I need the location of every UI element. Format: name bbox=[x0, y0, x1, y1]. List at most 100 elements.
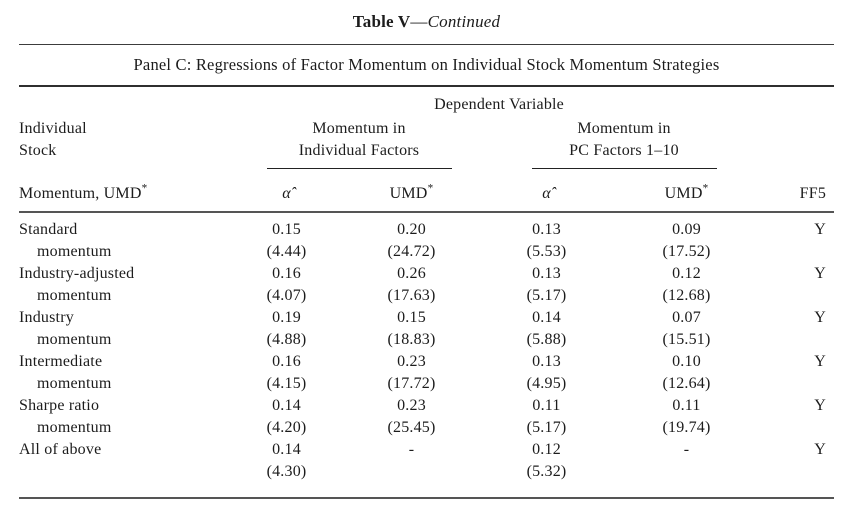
ff5-flag: Y bbox=[814, 221, 827, 238]
t-statistic: (5.17) bbox=[526, 287, 567, 304]
t-statistic bbox=[609, 461, 764, 483]
row-label: All of above bbox=[19, 441, 102, 458]
umd-text: UMD bbox=[389, 185, 428, 202]
coefficient: 0.15 bbox=[272, 221, 301, 238]
cell-umd-individual: 0.26 (17.63) bbox=[339, 263, 484, 307]
stub-line-2: Stock bbox=[19, 142, 57, 159]
stub-asterisk: * bbox=[141, 182, 148, 195]
t-statistic: (4.20) bbox=[266, 419, 307, 436]
coefficient: - bbox=[683, 441, 690, 458]
row-label-continuation: momentum bbox=[37, 375, 112, 392]
row-label: Industry bbox=[19, 309, 74, 326]
group-1-line-1: Momentum in bbox=[312, 120, 406, 137]
dependent-variable-label: Dependent Variable bbox=[434, 96, 564, 113]
row-label: Sharpe ratio bbox=[19, 397, 100, 414]
table-body: Standard momentum 0.15 (4.44) 0.20 (24.72)… bbox=[19, 212, 834, 498]
cell-ff5: Y bbox=[764, 307, 834, 351]
t-statistic: (4.07) bbox=[266, 287, 307, 304]
panel-c-table: Dependent Variable Individual Stock Mome… bbox=[19, 87, 835, 499]
coefficient: 0.13 bbox=[532, 221, 561, 238]
table-title: Table V—Continued bbox=[19, 0, 834, 32]
coefficient: 0.10 bbox=[672, 353, 701, 370]
subheader-row: Momentum, UMD* α̂ UMD* α̂ UMD* FF5 bbox=[19, 169, 835, 213]
group-individual-factors-label: Momentum in Individual Factors bbox=[266, 118, 452, 169]
cell-alpha-pc: 0.13 (5.53) bbox=[484, 212, 609, 263]
title-continued: Continued bbox=[427, 12, 501, 31]
t-statistic: (12.64) bbox=[662, 375, 711, 392]
cell-alpha-pc: 0.14 (5.88) bbox=[484, 307, 609, 351]
table-header: Dependent Variable Individual Stock Mome… bbox=[19, 87, 835, 213]
cell-ff5: Y bbox=[764, 395, 834, 439]
empty-cell bbox=[764, 116, 834, 169]
t-statistic: (4.30) bbox=[266, 463, 307, 480]
cell-umd-individual: - bbox=[339, 439, 484, 498]
empty-cell bbox=[19, 87, 234, 116]
coefficient: 0.13 bbox=[532, 265, 561, 282]
t-statistic: (5.88) bbox=[526, 331, 567, 348]
row-label-cell: All of above bbox=[19, 439, 234, 498]
row-label-continuation bbox=[19, 461, 234, 483]
row-label-continuation: momentum bbox=[37, 243, 112, 260]
row-label-cell: Standard momentum bbox=[19, 212, 234, 263]
t-statistic: (4.15) bbox=[266, 375, 307, 392]
row-label: Industry-adjusted bbox=[19, 265, 135, 282]
title-dash: — bbox=[410, 12, 428, 31]
coefficient: 0.20 bbox=[397, 221, 426, 238]
table-row: Intermediate momentum 0.16 (4.15) 0.23 (17… bbox=[19, 351, 834, 395]
cell-alpha-pc: 0.11 (5.17) bbox=[484, 395, 609, 439]
t-statistic bbox=[339, 461, 484, 483]
group-1-line-2: Individual Factors bbox=[298, 142, 420, 159]
cell-umd-individual: 0.20 (24.72) bbox=[339, 212, 484, 263]
column-header-ff5: FF5 bbox=[764, 169, 835, 213]
cell-ff5: Y bbox=[764, 212, 834, 263]
coefficient: 0.11 bbox=[672, 397, 701, 414]
cell-alpha-individual: 0.14 (4.20) bbox=[234, 395, 339, 439]
cell-umd-pc: 0.12 (12.68) bbox=[609, 263, 764, 307]
coefficient: 0.26 bbox=[397, 265, 426, 282]
t-statistic: (19.74) bbox=[662, 419, 711, 436]
t-statistic: (4.88) bbox=[266, 331, 307, 348]
coefficient: 0.19 bbox=[272, 309, 301, 326]
coefficient: - bbox=[408, 441, 415, 458]
table-number: Table V bbox=[352, 12, 411, 31]
table-row: Sharpe ratio momentum 0.14 (4.20) 0.23 (25… bbox=[19, 395, 834, 439]
divider-panel bbox=[19, 85, 834, 87]
cell-umd-pc: - bbox=[609, 439, 764, 498]
group-2-line-1: Momentum in bbox=[577, 120, 671, 137]
cell-umd-individual: 0.23 (25.45) bbox=[339, 395, 484, 439]
row-label-cell: Intermediate momentum bbox=[19, 351, 234, 395]
table-content: Table V—Continued Panel C: Regressions o… bbox=[19, 0, 835, 499]
cell-alpha-pc: 0.13 (4.95) bbox=[484, 351, 609, 395]
coefficient: 0.12 bbox=[532, 441, 561, 458]
cell-ff5: Y bbox=[764, 263, 834, 307]
stub-momentum-umd-text: Momentum, UMD bbox=[19, 185, 142, 202]
row-label-continuation: momentum bbox=[37, 419, 112, 436]
stub-momentum-umd: Momentum, UMD* bbox=[19, 169, 234, 213]
t-statistic: (25.45) bbox=[387, 419, 436, 436]
t-statistic: (17.72) bbox=[387, 375, 436, 392]
row-label-continuation: momentum bbox=[37, 287, 112, 304]
umd-asterisk: * bbox=[427, 182, 434, 195]
row-label-continuation: momentum bbox=[37, 331, 112, 348]
stub-line-1: Individual bbox=[19, 120, 87, 137]
t-statistic: (17.63) bbox=[387, 287, 436, 304]
group-header-row: Individual Stock Momentum in Individual … bbox=[19, 116, 834, 169]
cell-umd-individual: 0.15 (18.83) bbox=[339, 307, 484, 351]
group-pc-factors-label: Momentum in PC Factors 1–10 bbox=[531, 118, 717, 169]
t-statistic: (24.72) bbox=[387, 243, 436, 260]
ff5-flag: Y bbox=[814, 265, 827, 282]
group-2-line-2: PC Factors 1–10 bbox=[569, 142, 679, 159]
row-label: Standard bbox=[19, 221, 78, 238]
umd-asterisk: * bbox=[702, 182, 709, 195]
t-statistic: (5.32) bbox=[526, 463, 567, 480]
t-statistic: (17.52) bbox=[662, 243, 711, 260]
column-header-umd-pc: UMD* bbox=[609, 169, 765, 213]
coefficient: 0.13 bbox=[532, 353, 561, 370]
coefficient: 0.07 bbox=[672, 309, 701, 326]
row-label: Intermediate bbox=[19, 353, 103, 370]
t-statistic: (15.51) bbox=[662, 331, 711, 348]
ff5-flag: Y bbox=[814, 397, 827, 414]
table-row: All of above 0.14 (4.30) - 0.12 (5.32) - Y bbox=[19, 439, 834, 498]
ff5-flag: Y bbox=[814, 441, 827, 458]
